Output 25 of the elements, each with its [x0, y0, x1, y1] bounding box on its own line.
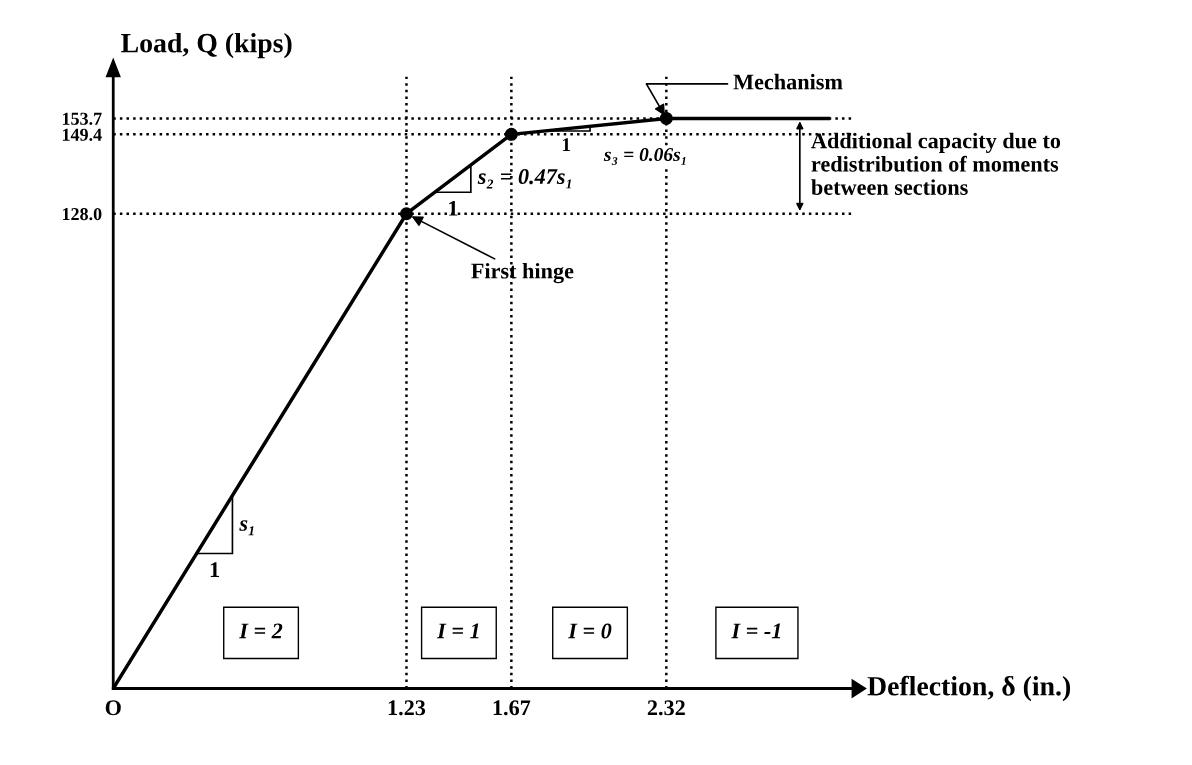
annotation: First hinge [471, 262, 574, 284]
point [399, 207, 413, 221]
point [504, 127, 518, 141]
point [659, 111, 673, 125]
y-tick-label: 153.7 [62, 112, 102, 125]
annotation: I = 0 [568, 623, 612, 639]
annotation: 1 [449, 200, 458, 216]
x-tick-label: 1.67 [493, 700, 531, 716]
x-axis-title: Deflection, δ (in.) [867, 675, 1071, 702]
annotation: I = -1 [731, 623, 781, 639]
annotation: Mechanism [733, 73, 843, 90]
y-tick-label: 149.4 [62, 128, 102, 141]
annotation: 1 [562, 138, 571, 151]
x-tick-label: O [105, 700, 121, 716]
annotation: Additional capacity due to redistribution of moments between sections [811, 132, 1061, 195]
annotation: s₂ = 0.47s₁ [477, 169, 572, 189]
x-tick-label: 1.23 [388, 700, 426, 716]
annotation: s₁ [239, 520, 254, 536]
annotation: I = 1 [436, 623, 479, 639]
annotation: s₃ = 0.06s₁ [603, 147, 686, 165]
y-tick-label: 128.0 [62, 207, 102, 221]
x-tick-label: 2.32 [647, 700, 685, 716]
annotation: I = 2 [239, 623, 283, 639]
annotation: 1 [210, 562, 219, 577]
y-axis-title: Load, Q (kips) [121, 32, 292, 59]
